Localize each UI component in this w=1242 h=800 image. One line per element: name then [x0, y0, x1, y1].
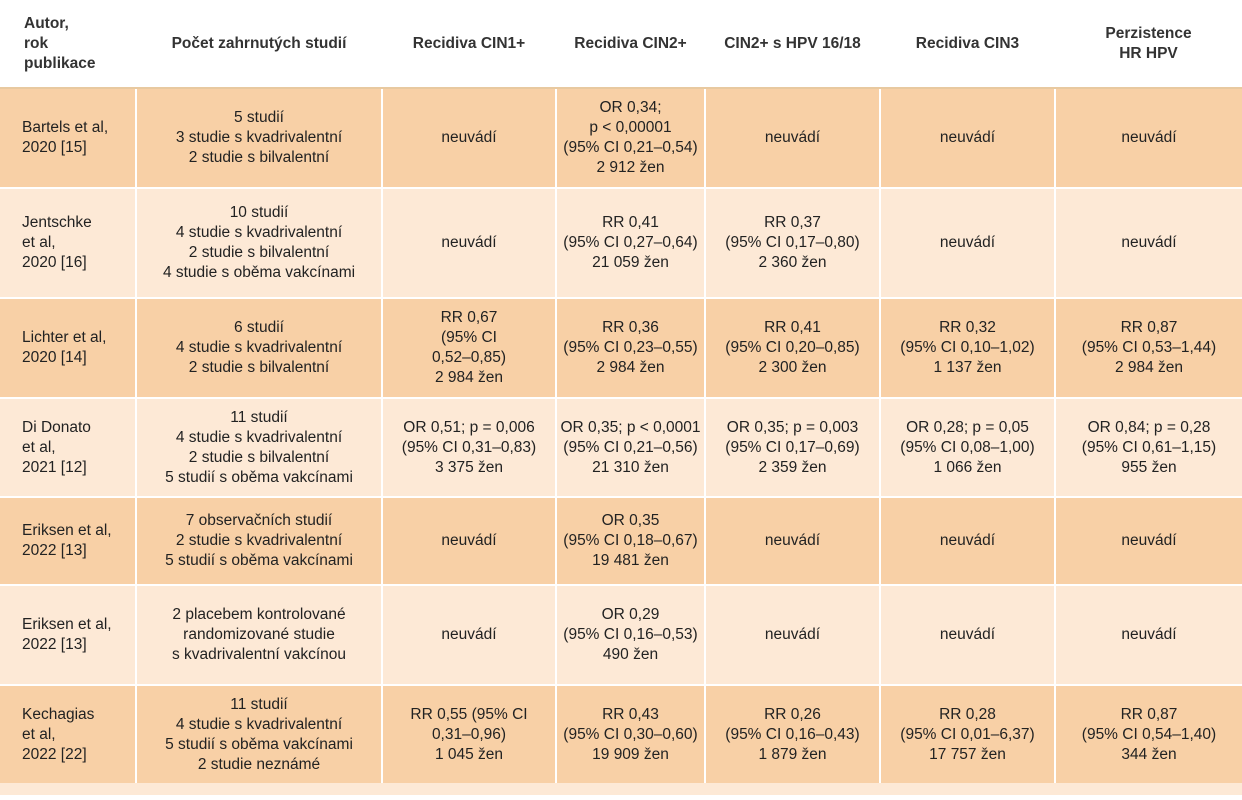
cell-cin1: OR 0,51; p = 0,006 (95% CI 0,31–0,83) 3 …: [381, 397, 556, 497]
table-row: Jentschke et al, 2020 [16] 10 studií 4 s…: [0, 187, 1242, 298]
cell-cin3: neuvádí: [879, 584, 1055, 685]
cell-cin2-hpv: neuvádí: [704, 87, 880, 188]
cell-cin2-hpv: RR 0,26 (95% CI 0,16–0,43) 1 879 žen: [704, 684, 880, 783]
header-recurrence-cin1: Recidiva CIN1+: [382, 0, 556, 89]
cell-studies: 5 studií 3 studie s kvadrivalentní 2 stu…: [135, 87, 382, 188]
cell-persistence: neuvádí: [1054, 496, 1242, 585]
cell-persistence: OR 0,84; p = 0,28 (95% CI 0,61–1,15) 955…: [1054, 397, 1242, 497]
cell-author: Eriksen et al, 2022 [13]: [0, 584, 136, 685]
cell-author: Eriksen et al, 2022 [13]: [0, 496, 136, 585]
cell-persistence: RR 0,87 (95% CI 0,53–1,44) 2 984 žen: [1054, 297, 1242, 398]
vaccination-meta-analysis-table: Autor, rok publikace Počet zahrnutých st…: [0, 0, 1242, 783]
table-row: Eriksen et al, 2022 [13] 2 placebem kont…: [0, 584, 1242, 685]
cell-cin1: neuvádí: [381, 87, 556, 188]
cell-cin2: OR 0,34; p < 0,00001 (95% CI 0,21–0,54) …: [555, 87, 705, 188]
header-persistence-hrhpv: Perzistence HR HPV: [1055, 0, 1242, 89]
cell-cin2-hpv: neuvádí: [704, 496, 880, 585]
cell-persistence: neuvádí: [1054, 584, 1242, 685]
table-row: Bartels et al, 2020 [15] 5 studií 3 stud…: [0, 87, 1242, 188]
cell-cin3: RR 0,28 (95% CI 0,01–6,37) 17 757 žen: [879, 684, 1055, 783]
cell-cin2-hpv: neuvádí: [704, 584, 880, 685]
cell-cin1: RR 0,67 (95% CI 0,52–0,85) 2 984 žen: [381, 297, 556, 398]
cell-cin1: neuvádí: [381, 496, 556, 585]
cell-cin2: RR 0,43 (95% CI 0,30–0,60) 19 909 žen: [555, 684, 705, 783]
cell-cin1: RR 0,55 (95% CI 0,31–0,96) 1 045 žen: [381, 684, 556, 783]
cell-studies: 2 placebem kontrolované randomizované st…: [135, 584, 382, 685]
cell-studies: 6 studií 4 studie s kvadrivalentní 2 stu…: [135, 297, 382, 398]
cell-cin2: OR 0,35; p < 0,0001 (95% CI 0,21–0,56) 2…: [555, 397, 705, 497]
cell-studies: 11 studií 4 studie s kvadrivalentní 5 st…: [135, 684, 382, 783]
header-study-count: Počet zahrnutých studií: [136, 0, 382, 89]
cell-cin2-hpv: RR 0,41 (95% CI 0,20–0,85) 2 300 žen: [704, 297, 880, 398]
table-row: Kechagias et al, 2022 [22] 11 studií 4 s…: [0, 684, 1242, 783]
cell-studies: 11 studií 4 studie s kvadrivalentní 2 st…: [135, 397, 382, 497]
cell-author: Lichter et al, 2020 [14]: [0, 297, 136, 398]
cell-cin2: OR 0,35 (95% CI 0,18–0,67) 19 481 žen: [555, 496, 705, 585]
cell-author: Jentschke et al, 2020 [16]: [0, 187, 136, 298]
cell-cin2: RR 0,41 (95% CI 0,27–0,64) 21 059 žen: [555, 187, 705, 298]
cell-persistence: neuvádí: [1054, 187, 1242, 298]
table-row: Lichter et al, 2020 [14] 6 studií 4 stud…: [0, 297, 1242, 398]
table-bottom-band: [0, 783, 1242, 795]
header-row: Autor, rok publikace Počet zahrnutých st…: [0, 0, 1242, 89]
cell-cin2: OR 0,29 (95% CI 0,16–0,53) 490 žen: [555, 584, 705, 685]
cell-cin3: neuvádí: [879, 496, 1055, 585]
table-row: Eriksen et al, 2022 [13] 7 observačních …: [0, 496, 1242, 585]
header-author-year: Autor, rok publikace: [0, 0, 136, 89]
table-row: Di Donato et al, 2021 [12] 11 studií 4 s…: [0, 397, 1242, 497]
header-cin2-hpv1618: CIN2+ s HPV 16/18: [705, 0, 880, 89]
cell-cin1: neuvádí: [381, 584, 556, 685]
cell-cin2: RR 0,36 (95% CI 0,23–0,55) 2 984 žen: [555, 297, 705, 398]
cell-cin2-hpv: RR 0,37 (95% CI 0,17–0,80) 2 360 žen: [704, 187, 880, 298]
cell-cin1: neuvádí: [381, 187, 556, 298]
cell-cin3: neuvádí: [879, 187, 1055, 298]
cell-author: Bartels et al, 2020 [15]: [0, 87, 136, 188]
cell-cin3: RR 0,32 (95% CI 0,10–1,02) 1 137 žen: [879, 297, 1055, 398]
cell-persistence: RR 0,87 (95% CI 0,54–1,40) 344 žen: [1054, 684, 1242, 783]
cell-author: Di Donato et al, 2021 [12]: [0, 397, 136, 497]
header-recurrence-cin3: Recidiva CIN3: [880, 0, 1055, 89]
header-recurrence-cin2: Recidiva CIN2+: [556, 0, 705, 89]
cell-cin3: neuvádí: [879, 87, 1055, 188]
cell-studies: 10 studií 4 studie s kvadrivalentní 2 st…: [135, 187, 382, 298]
cell-cin2-hpv: OR 0,35; p = 0,003 (95% CI 0,17–0,69) 2 …: [704, 397, 880, 497]
cell-author: Kechagias et al, 2022 [22]: [0, 684, 136, 783]
cell-studies: 7 observačních studií 2 studie s kvadriv…: [135, 496, 382, 585]
cell-persistence: neuvádí: [1054, 87, 1242, 188]
cell-cin3: OR 0,28; p = 0,05 (95% CI 0,08–1,00) 1 0…: [879, 397, 1055, 497]
